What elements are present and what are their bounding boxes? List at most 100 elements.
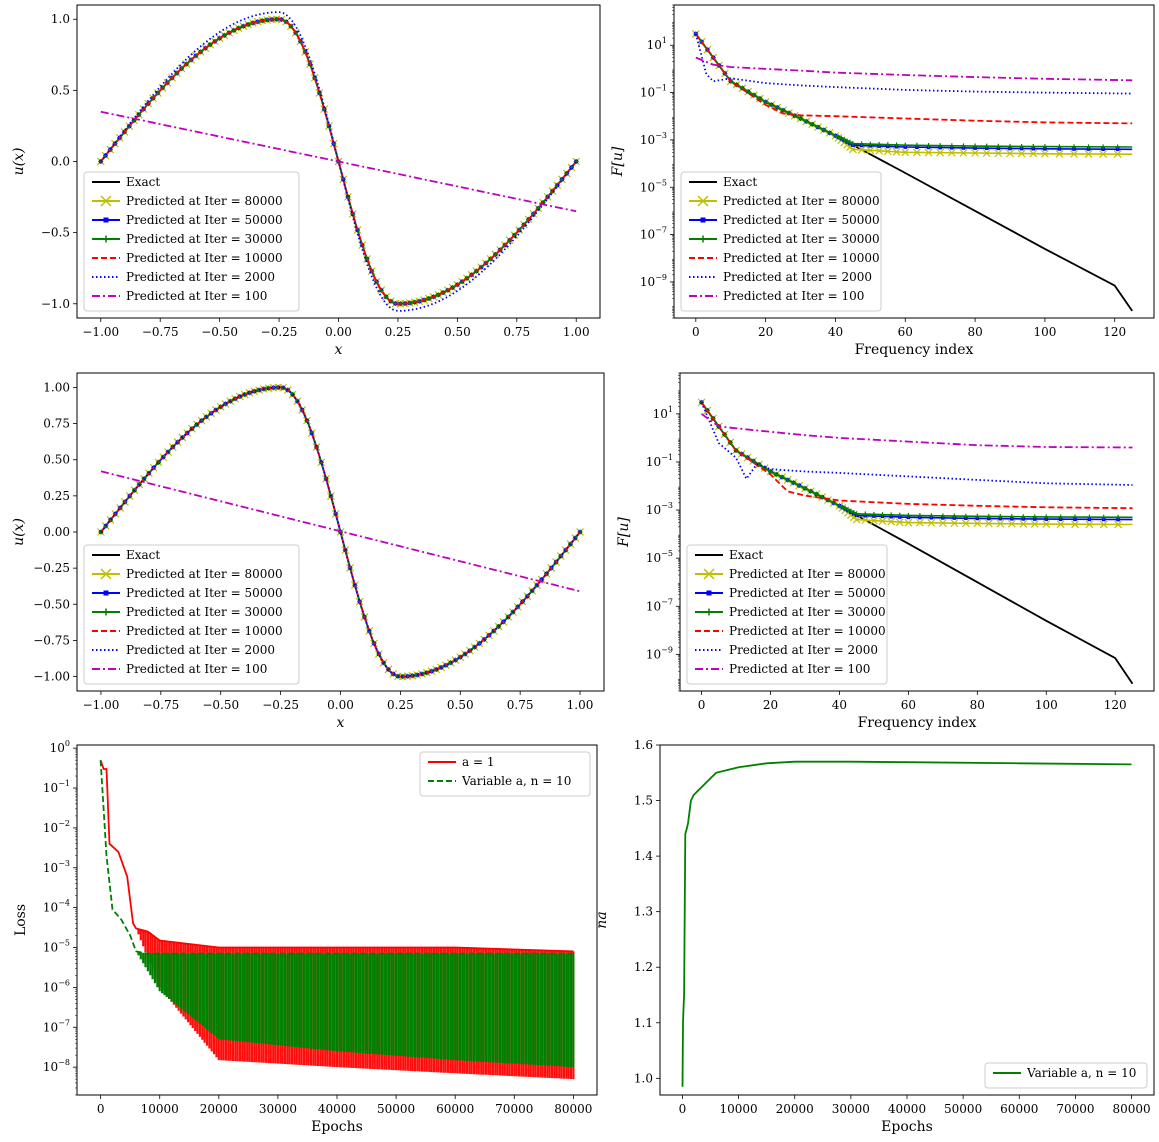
series-marker (938, 519, 947, 527)
y-tick-label: 1.5 (634, 794, 653, 808)
series-marker (1071, 520, 1079, 529)
series-marker (174, 70, 180, 76)
series-marker (854, 511, 860, 517)
series-marker (491, 628, 497, 634)
series-marker (1043, 514, 1049, 520)
series-marker (136, 112, 142, 118)
x-tick-label: 0 (679, 1102, 687, 1116)
legend-label: Variable a, n = 10 (461, 774, 571, 788)
x-axis-label: Epochs (311, 1119, 363, 1135)
y-tick-label: 10−3 (646, 501, 673, 517)
x-tick-label: 60000 (1000, 1102, 1038, 1116)
legend-marker (100, 568, 112, 580)
y-tick-label: 1.2 (634, 960, 653, 974)
series-marker (103, 523, 109, 529)
series-marker (792, 113, 798, 119)
series-marker (940, 513, 946, 519)
x-tick-label: 120 (1103, 325, 1126, 339)
plot-area (691, 30, 1133, 312)
y-tick-label: 10−3 (43, 859, 70, 875)
x-tick-label: 50000 (944, 1102, 982, 1116)
y-tick-label: −1.00 (33, 670, 70, 684)
series-marker (901, 148, 910, 157)
series-marker (984, 519, 993, 528)
series-marker (476, 640, 482, 646)
series-marker (803, 118, 809, 124)
y-tick-label: 0.75 (43, 417, 70, 431)
series-marker (937, 143, 943, 149)
series-marker (809, 121, 815, 127)
legend-label: Predicted at Iter = 30000 (723, 232, 880, 246)
series-marker (973, 519, 982, 528)
series-marker (1099, 520, 1108, 529)
series-marker (996, 519, 1005, 528)
series-marker (861, 516, 870, 525)
y-tick-label: 10−6 (43, 978, 70, 994)
series-marker (926, 142, 932, 148)
series-marker (862, 511, 868, 517)
x-tick-label: 80000 (554, 1102, 592, 1116)
x-tick-label: 120 (1104, 698, 1127, 712)
series-marker (283, 19, 289, 25)
x-tick-label: 30000 (832, 1102, 870, 1116)
series-marker (1007, 519, 1016, 528)
series-marker (179, 66, 185, 72)
legend-label: Predicted at Iter = 50000 (126, 586, 283, 600)
series-marker (838, 135, 844, 141)
x-tick-label: 10000 (141, 1102, 179, 1116)
x-tick-label: 0 (692, 325, 700, 339)
series-marker (848, 508, 854, 514)
y-tick-label: 1.00 (43, 380, 70, 394)
series-marker (1086, 144, 1092, 150)
series-marker (808, 488, 814, 494)
series-marker (131, 487, 137, 493)
y-tick-label: −0.25 (33, 561, 70, 575)
legend-label: Predicted at Iter = 100 (723, 289, 864, 303)
series-marker (832, 133, 838, 139)
series-marker (995, 143, 1001, 149)
series-line (695, 33, 1133, 125)
x-tick-label: 80 (970, 698, 985, 712)
series-marker (924, 148, 933, 157)
series-marker (790, 480, 796, 486)
series-marker (763, 99, 769, 105)
series-marker (866, 146, 875, 155)
series-marker (1113, 150, 1122, 159)
legend-marker (100, 195, 112, 207)
legend-marker (102, 608, 110, 616)
series-marker (959, 148, 968, 157)
x-tick-label: 40000 (318, 1102, 356, 1116)
series-marker (1058, 514, 1064, 520)
legend-label: Predicted at Iter = 10000 (729, 624, 886, 638)
x-tick-label: 0.50 (447, 698, 474, 712)
series-marker (1085, 520, 1094, 529)
series-marker (974, 513, 980, 519)
series-marker (831, 500, 837, 506)
plot-area (697, 398, 1134, 685)
series-marker (883, 147, 892, 156)
series-marker (288, 23, 294, 29)
y-tick-label: 1.4 (634, 849, 653, 863)
x-tick-label: −0.50 (201, 325, 238, 339)
y-axis-label: u(x) (11, 518, 27, 546)
plot-area (99, 759, 575, 1080)
x-tick-label: 1.00 (563, 325, 590, 339)
series-marker (813, 491, 819, 497)
series-marker (1007, 143, 1013, 149)
series-marker (1029, 149, 1038, 158)
series-marker (1101, 514, 1107, 520)
legend: Variable a, n = 10 (984, 1062, 1148, 1089)
x-tick-label: 60000 (436, 1102, 474, 1116)
x-axis-label: x (337, 715, 345, 731)
legend-label: Exact (126, 548, 160, 562)
series-marker (842, 505, 848, 511)
series-marker (577, 529, 583, 535)
legend: a = 1 Variable a, n = 10 (419, 751, 591, 797)
series-marker (1072, 514, 1078, 520)
series-marker (894, 142, 900, 148)
series-line (694, 33, 1133, 95)
series-line (681, 760, 1132, 1087)
y-tick-label: 10−4 (43, 899, 70, 915)
series-marker (492, 251, 498, 257)
